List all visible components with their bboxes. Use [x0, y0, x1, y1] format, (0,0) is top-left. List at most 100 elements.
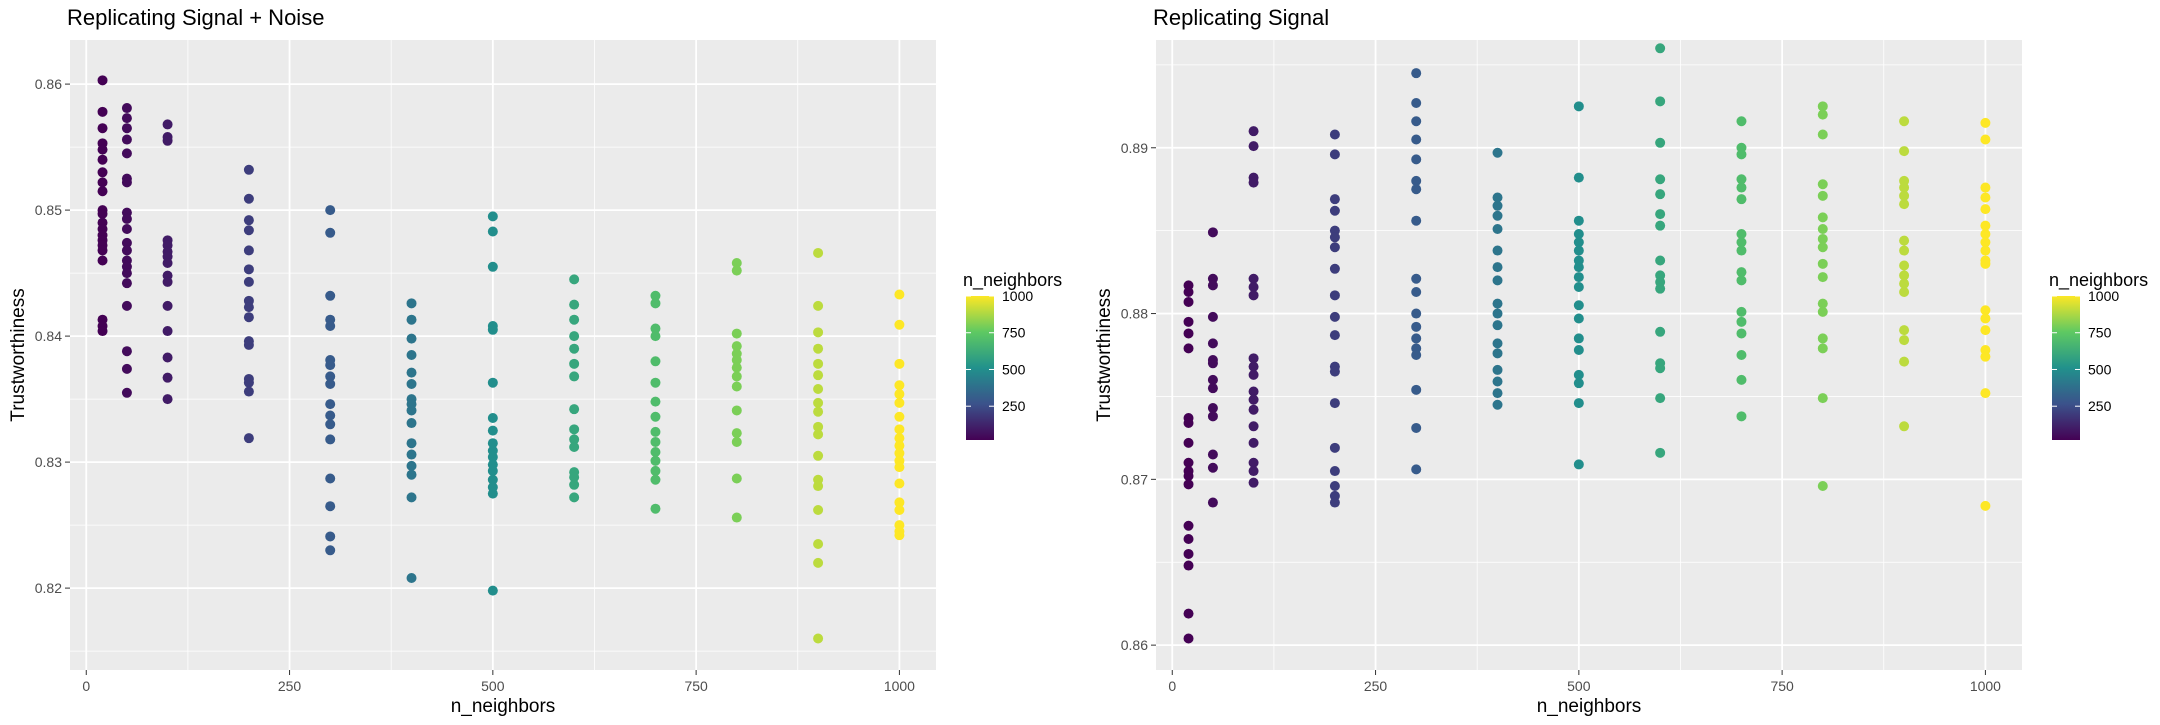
data-point	[1899, 146, 1910, 157]
data-point	[1183, 608, 1194, 619]
data-point	[162, 276, 173, 287]
data-point	[569, 274, 580, 285]
chart-right-panel-background	[1156, 40, 2022, 670]
data-point	[1655, 255, 1666, 266]
data-point	[1411, 273, 1422, 284]
data-point	[97, 154, 108, 165]
legend-label: 500	[2088, 361, 2112, 377]
chart-right: Replicating Signal 0 250 500 750 1000 0.860.…	[1094, 5, 2148, 717]
data-point	[1899, 235, 1910, 246]
data-point	[1248, 457, 1259, 468]
data-point	[1736, 267, 1747, 278]
data-point	[121, 363, 132, 374]
data-point	[1329, 442, 1340, 453]
data-point	[569, 343, 580, 354]
data-point	[1329, 129, 1340, 140]
data-point	[813, 247, 824, 258]
chart-left-legend-colorbar	[966, 296, 994, 440]
data-point	[121, 224, 132, 234]
data-point	[325, 205, 336, 216]
data-point	[1183, 633, 1194, 644]
data-point	[1492, 224, 1503, 234]
data-point	[1411, 464, 1422, 475]
data-point	[325, 501, 336, 512]
data-point	[1492, 320, 1503, 331]
data-point	[487, 377, 498, 388]
data-point	[1492, 262, 1503, 273]
data-point	[813, 539, 824, 549]
data-point	[1183, 296, 1194, 307]
data-point	[1329, 205, 1340, 216]
data-point	[731, 381, 742, 392]
data-point	[121, 268, 132, 279]
data-point	[650, 356, 661, 367]
data-point	[813, 406, 824, 417]
data-point	[1411, 308, 1422, 319]
data-point	[325, 419, 336, 430]
data-point	[1329, 290, 1340, 301]
data-point	[325, 227, 336, 238]
chart-left-panel-background	[70, 40, 936, 670]
legend-label: 250	[2088, 398, 2112, 414]
data-point	[569, 314, 580, 325]
data-point	[894, 433, 905, 444]
data-point	[569, 479, 580, 490]
data-point	[1899, 356, 1910, 367]
data-point	[487, 585, 498, 596]
data-point	[325, 531, 336, 542]
data-point	[1207, 280, 1218, 291]
data-point	[1736, 306, 1747, 317]
data-point	[1736, 411, 1747, 422]
data-point	[1411, 175, 1422, 186]
data-point	[1573, 369, 1584, 380]
legend-label: 1000	[2088, 288, 2119, 304]
data-point	[1655, 189, 1666, 200]
data-point	[1980, 258, 1991, 269]
data-point	[894, 424, 905, 435]
data-point	[121, 387, 132, 398]
data-point	[813, 450, 824, 461]
data-point	[243, 245, 254, 256]
data-point	[1573, 282, 1584, 293]
data-point	[243, 386, 254, 397]
data-point	[406, 573, 417, 584]
data-point	[1573, 378, 1584, 389]
data-point	[1817, 306, 1828, 317]
data-point	[1736, 245, 1747, 256]
data-point	[121, 300, 132, 311]
data-point	[1817, 179, 1828, 190]
data-point	[1492, 388, 1503, 399]
data-point	[162, 326, 173, 337]
data-point	[1980, 228, 1991, 239]
y-tick-label: 0.82	[35, 580, 62, 596]
data-point	[569, 331, 580, 342]
data-point	[650, 290, 661, 301]
data-point	[1492, 348, 1503, 359]
data-point	[894, 289, 905, 300]
data-point	[813, 370, 824, 381]
data-point	[1573, 345, 1584, 356]
chart-left-legend-title: n_neighbors	[963, 270, 1062, 291]
data-point	[1736, 316, 1747, 327]
data-point	[1329, 480, 1340, 491]
data-point	[1207, 374, 1218, 385]
data-point	[1411, 215, 1422, 226]
data-point	[487, 425, 498, 436]
data-point	[406, 460, 417, 471]
data-point	[1817, 109, 1828, 120]
data-point	[1207, 449, 1218, 460]
data-point	[1248, 361, 1259, 372]
data-point	[1573, 313, 1584, 324]
data-point	[1411, 287, 1422, 297]
data-point	[1492, 245, 1503, 256]
data-point	[894, 462, 905, 473]
x-tick-label: 500	[481, 678, 505, 694]
data-point	[1980, 237, 1991, 248]
data-point	[1573, 300, 1584, 311]
data-point	[1492, 210, 1503, 221]
data-point	[731, 362, 742, 373]
y-tick-label: 0.86	[35, 76, 62, 92]
data-point	[813, 397, 824, 408]
y-tick-label: 0.88	[1121, 306, 1148, 322]
